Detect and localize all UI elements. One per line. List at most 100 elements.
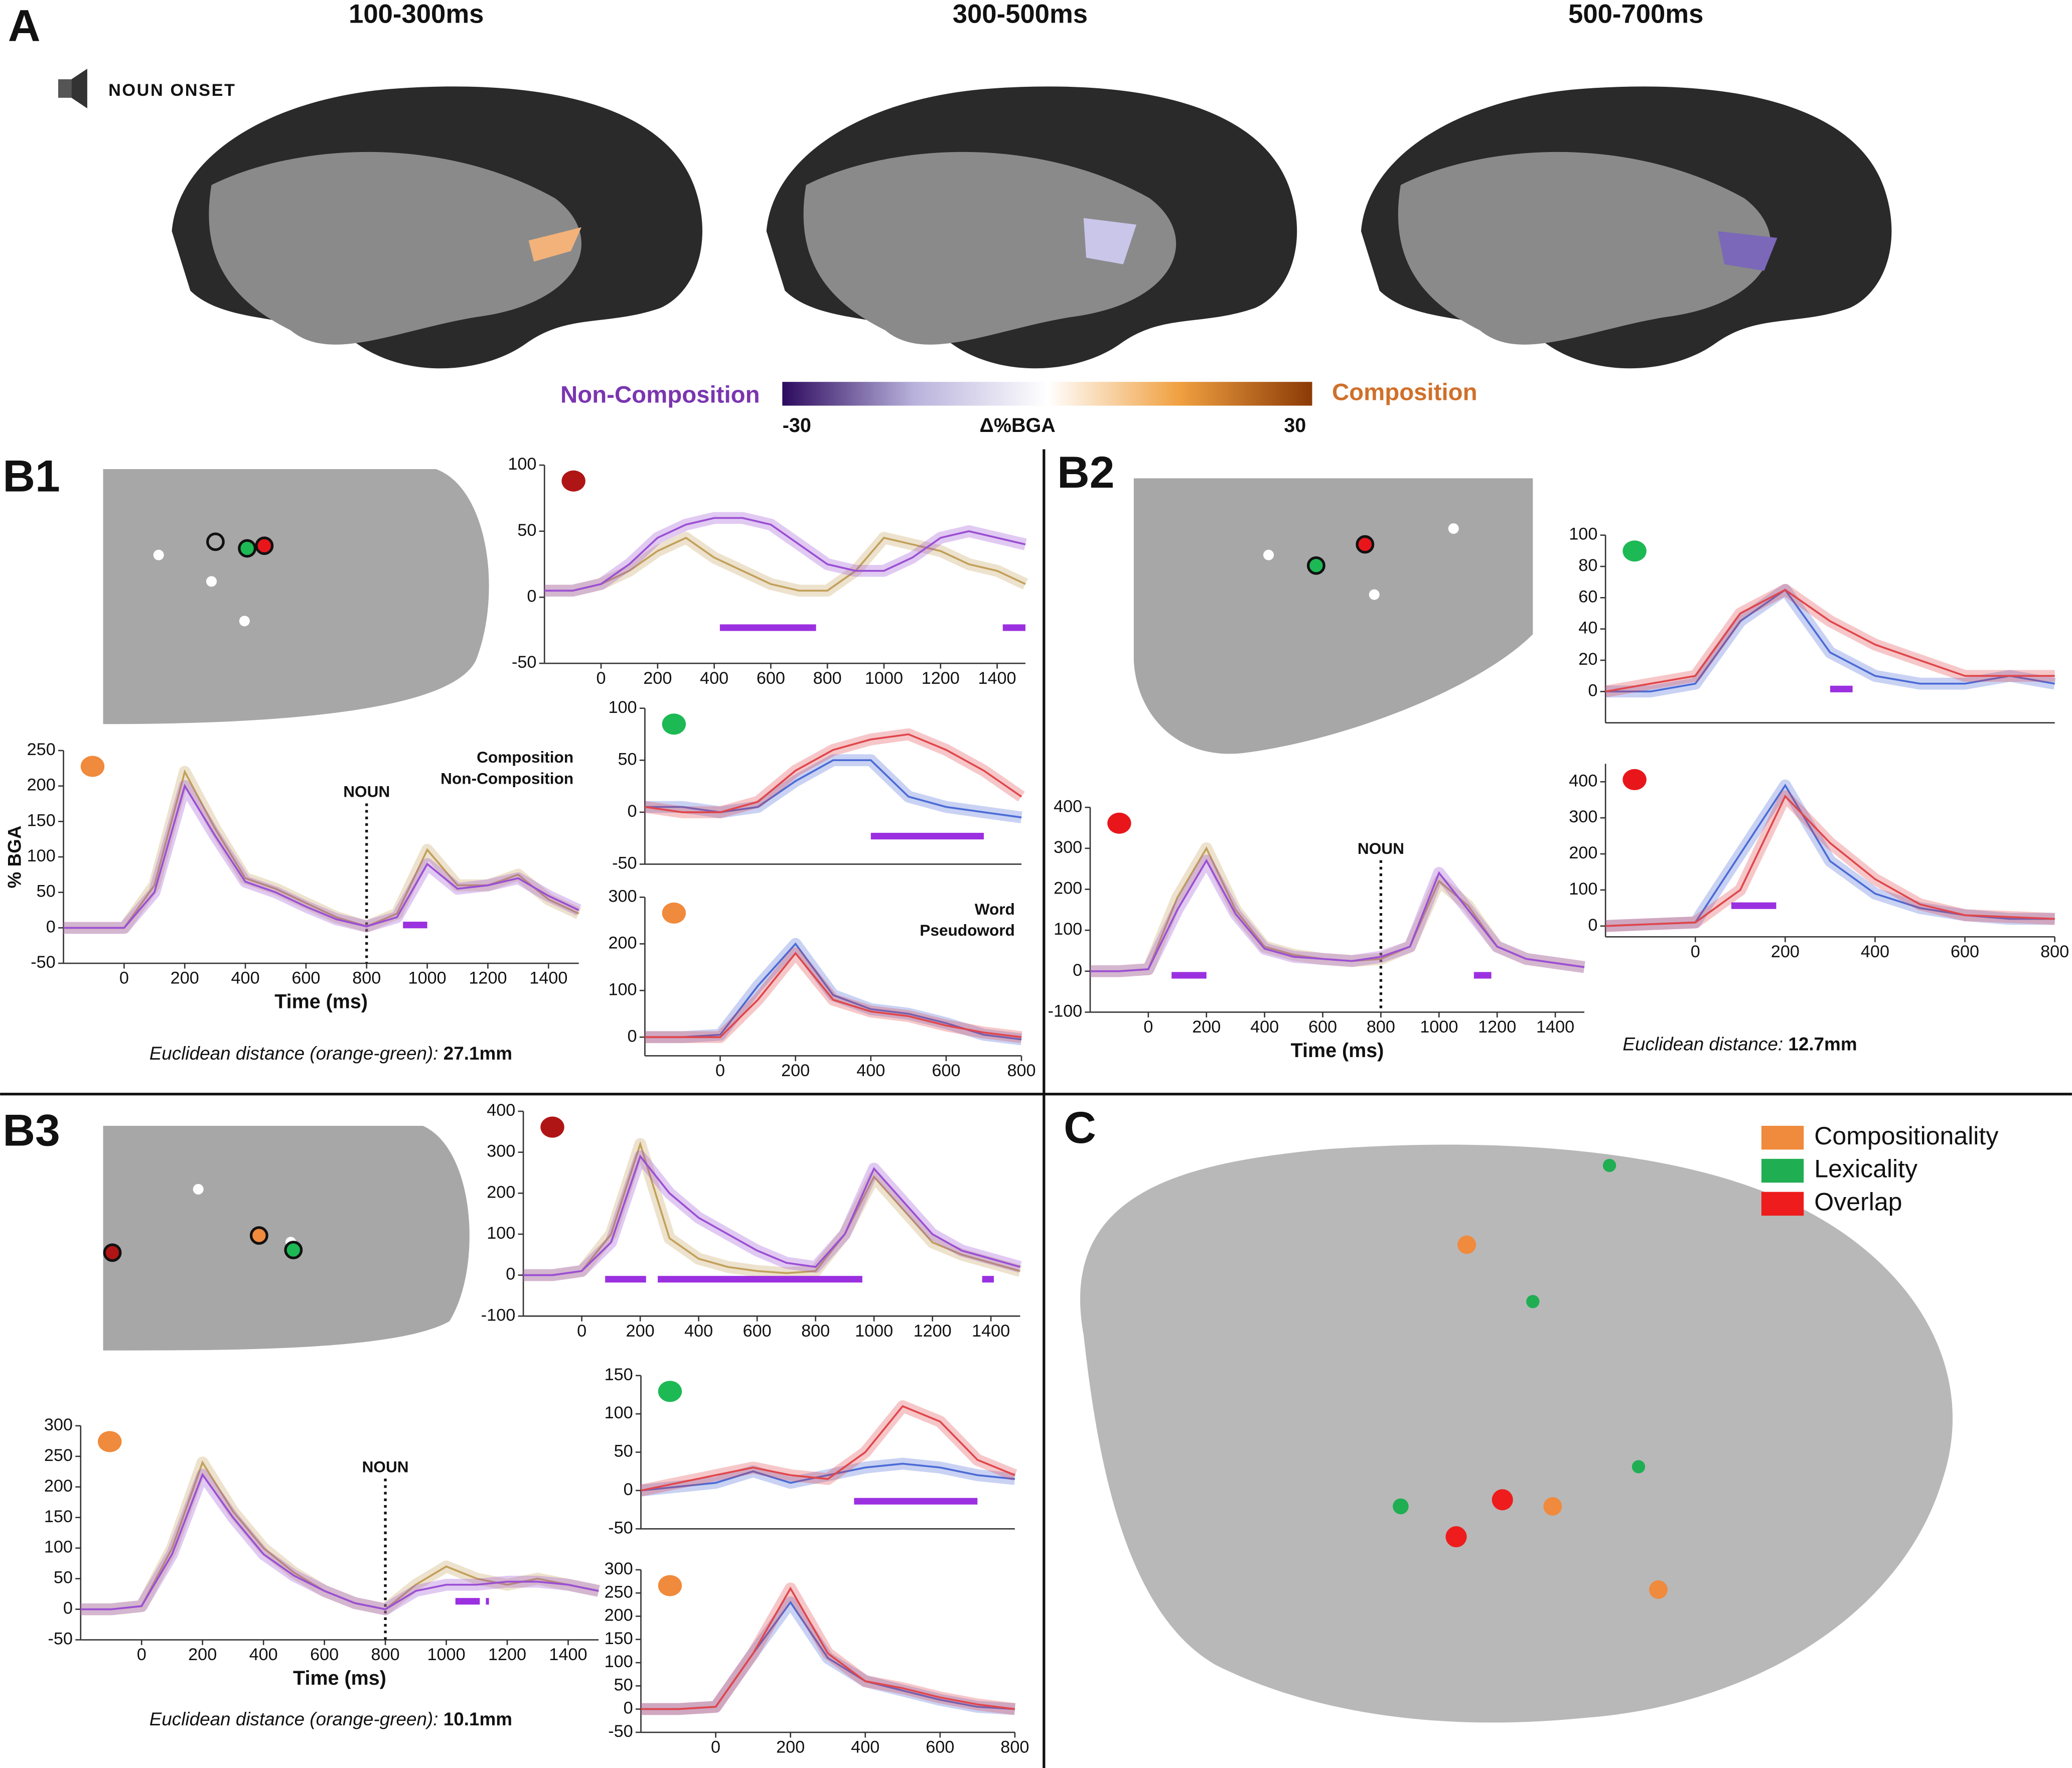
y-tick-label: 400 xyxy=(1569,771,1597,790)
y-tick-label: -50 xyxy=(608,1722,633,1741)
panel-label: B1 xyxy=(3,451,60,501)
x-tick-label: 200 xyxy=(643,669,672,688)
y-tick-label: 0 xyxy=(46,917,56,936)
x-axis-label: Time (ms) xyxy=(293,1667,386,1689)
x-tick-label: 1200 xyxy=(488,1645,526,1664)
x-tick-label: 1000 xyxy=(1420,1017,1458,1037)
y-tick-label: 200 xyxy=(44,1477,73,1496)
y-tick-label: 400 xyxy=(1054,797,1082,816)
x-tick-label: 1200 xyxy=(922,669,960,688)
panel-label: A xyxy=(8,1,41,51)
y-tick-label: 100 xyxy=(44,1538,73,1557)
y-tick-label: 100 xyxy=(609,980,637,999)
series-line xyxy=(544,517,1026,592)
onset-note: NOUN ONSET xyxy=(108,81,236,100)
y-tick-label: 0 xyxy=(527,587,536,606)
legend-label: Lexicality xyxy=(1814,1155,1917,1183)
y-tick-label: 0 xyxy=(624,1699,633,1718)
significance-bar xyxy=(854,1498,978,1505)
x-axis-label: Time (ms) xyxy=(274,990,368,1012)
x-tick-label: 400 xyxy=(231,969,260,988)
y-tick-label: 200 xyxy=(1054,879,1082,898)
series-line xyxy=(645,952,1022,1039)
colorbar xyxy=(782,382,1312,406)
y-tick-label: 50 xyxy=(614,1442,633,1461)
x-tick-label: 600 xyxy=(291,969,320,988)
series-line xyxy=(1605,794,2055,927)
distance-value: 12.7mm xyxy=(1788,1034,1857,1054)
distance-value: 10.1mm xyxy=(443,1709,512,1729)
y-tick-label: 100 xyxy=(487,1224,515,1243)
electrode-marker xyxy=(662,902,686,924)
y-tick-label: 200 xyxy=(1569,843,1597,862)
x-tick-label: 0 xyxy=(119,969,129,988)
x-tick-label: 800 xyxy=(1367,1017,1395,1037)
significance-bar xyxy=(1002,624,1025,631)
y-tick-label: 0 xyxy=(506,1265,515,1284)
y-tick-label: 150 xyxy=(27,811,56,830)
panel-title: 500-700ms xyxy=(1568,0,1703,29)
significance-bar xyxy=(1731,902,1777,909)
x-tick-label: 600 xyxy=(1951,942,1979,961)
significance-bar xyxy=(403,922,427,929)
panel-label: B2 xyxy=(1057,447,1114,497)
brain xyxy=(172,86,1892,369)
colorbar-max: 30 xyxy=(1284,414,1306,436)
legend-label: Composition xyxy=(477,748,573,766)
y-tick-label: 0 xyxy=(1588,916,1597,935)
significance-bar xyxy=(982,1276,994,1283)
x-tick-label: 800 xyxy=(1007,1061,1035,1080)
distance-note: Euclidean distance (orange-green): 10.1m… xyxy=(150,1709,512,1729)
x-tick-label: 200 xyxy=(188,1645,217,1664)
y-tick-label: 100 xyxy=(609,698,637,717)
x-tick-label: 800 xyxy=(371,1645,400,1664)
x-tick-label: 0 xyxy=(715,1061,725,1080)
significance-bar xyxy=(455,1598,480,1605)
significance-bar xyxy=(870,832,984,840)
legend-swatch xyxy=(1761,1158,1804,1183)
x-tick-label: 600 xyxy=(743,1321,772,1341)
series-line xyxy=(1605,588,2055,693)
y-tick-label: 300 xyxy=(609,887,637,906)
electrode-marker xyxy=(80,756,105,777)
x-tick-label: 400 xyxy=(1861,942,1889,961)
x-tick-label: 800 xyxy=(813,669,842,688)
x-tick-label: 600 xyxy=(757,669,785,688)
y-axis-label: % BGA xyxy=(4,826,25,889)
onset-label: NOUN xyxy=(1358,839,1404,857)
y-tick-label: 300 xyxy=(44,1415,73,1434)
y-tick-label: 50 xyxy=(37,882,56,901)
y-tick-label: 150 xyxy=(605,1629,633,1648)
x-tick-label: 600 xyxy=(926,1738,954,1757)
onset-label: NOUN xyxy=(343,783,390,801)
y-tick-label: 100 xyxy=(605,1652,633,1671)
colorbar-left-label: Non-Composition xyxy=(560,382,760,408)
x-tick-label: 400 xyxy=(851,1738,879,1757)
x-tick-label: 200 xyxy=(171,969,199,988)
x-tick-label: 1000 xyxy=(865,669,903,688)
distance-value: 27.1mm xyxy=(443,1043,512,1063)
x-tick-label: 400 xyxy=(1250,1017,1279,1037)
y-tick-label: 300 xyxy=(1054,838,1082,857)
x-tick-label: 200 xyxy=(781,1061,810,1080)
x-tick-label: 0 xyxy=(1691,942,1700,961)
x-tick-label: 1400 xyxy=(978,669,1016,688)
series-line xyxy=(641,1586,1015,1710)
electrode-marker xyxy=(98,1431,122,1452)
y-tick-label: 50 xyxy=(517,521,536,540)
legend-label: Compositionality xyxy=(1814,1122,1998,1150)
y-tick-label: 80 xyxy=(1578,556,1597,575)
series-line xyxy=(1605,588,2055,693)
y-tick-label: 0 xyxy=(628,1026,637,1046)
y-tick-label: 200 xyxy=(609,933,637,952)
y-tick-label: -100 xyxy=(1048,1002,1083,1021)
series-line xyxy=(1090,858,1585,972)
x-tick-label: 1000 xyxy=(855,1321,893,1341)
x-tick-label: 400 xyxy=(684,1321,713,1341)
y-tick-label: -100 xyxy=(481,1305,516,1324)
y-tick-label: 50 xyxy=(618,750,637,769)
y-tick-label: -50 xyxy=(612,854,637,873)
series-line xyxy=(523,1141,1020,1276)
x-tick-label: 0 xyxy=(1143,1017,1153,1037)
x-tick-label: 0 xyxy=(137,1645,146,1664)
